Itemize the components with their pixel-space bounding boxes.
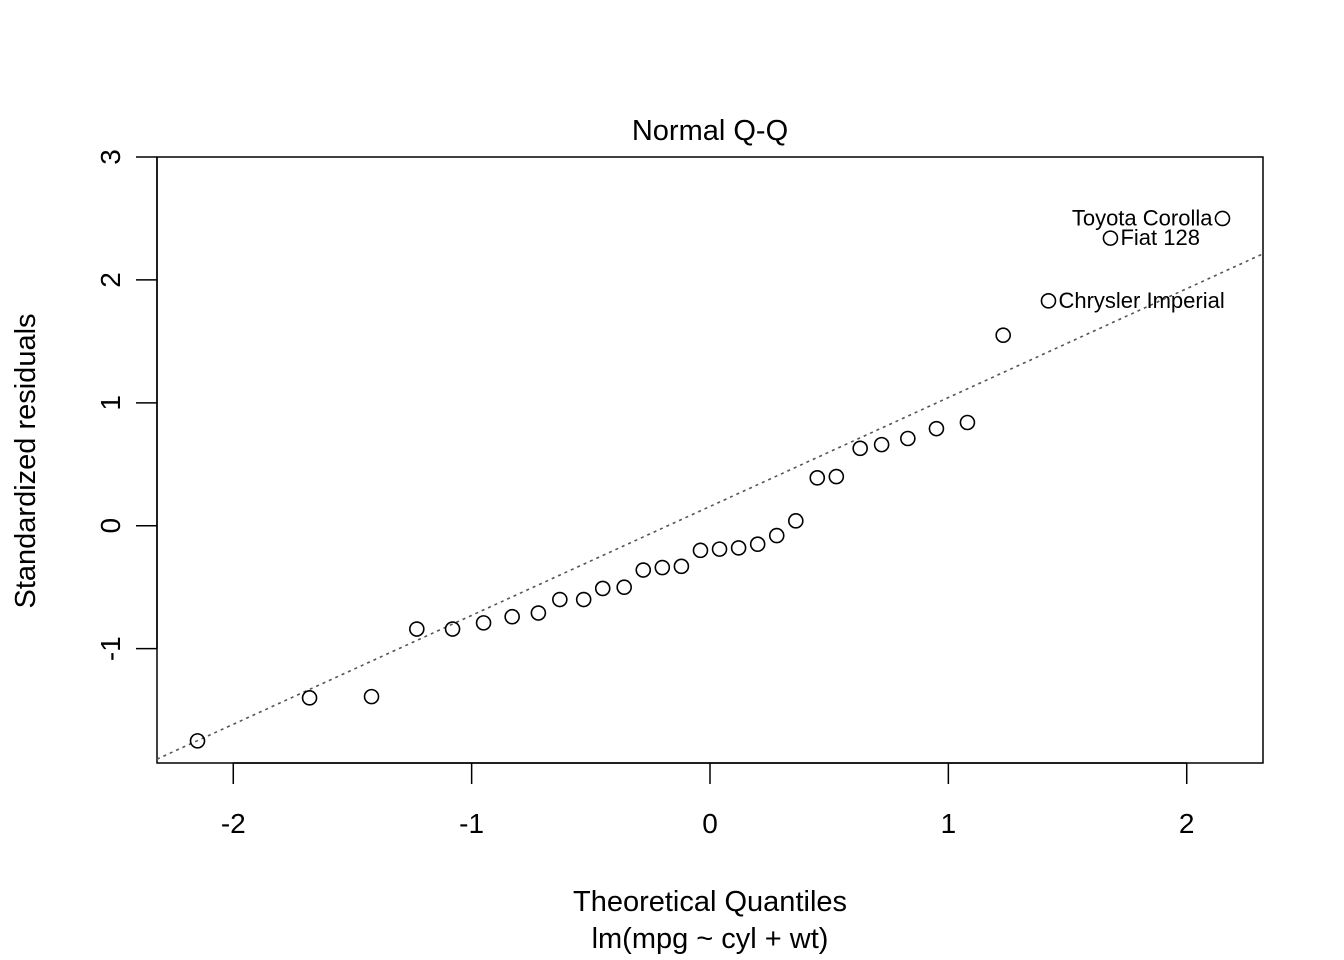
y-tick-label: 1 [95, 395, 126, 411]
y-tick-label: -1 [95, 636, 126, 661]
data-point [959, 414, 976, 431]
point-label: Chrysler Imperial [1058, 288, 1224, 313]
data-point [809, 470, 826, 486]
x-tick-label: -2 [221, 808, 246, 839]
data-point [900, 430, 916, 447]
point-label: Fiat 128 [1120, 225, 1200, 250]
data-point [873, 436, 890, 453]
data-point [616, 579, 632, 596]
reference-line [156, 253, 1264, 760]
x-tick-label: 0 [702, 808, 718, 839]
x-tick-label: 2 [1179, 808, 1195, 839]
y-axis-label: Standardized residuals [10, 313, 42, 608]
data-point [852, 440, 868, 457]
y-tick-label: 2 [95, 272, 126, 288]
chart-subtitle: lm(mpg ~ cyl + wt) [592, 923, 829, 955]
data-point [1040, 293, 1057, 309]
y-axis: -1 0 1 2 3 [95, 149, 158, 661]
data-point [1214, 210, 1231, 227]
data-point [673, 558, 690, 575]
x-axis-label: Theoretical Quantiles [573, 886, 847, 918]
points-group [189, 210, 1231, 749]
data-point [552, 591, 568, 608]
data-point [730, 540, 747, 556]
data-point [1102, 230, 1119, 246]
data-point [995, 327, 1011, 344]
data-point [635, 562, 652, 578]
data-point [504, 608, 520, 625]
data-point [189, 733, 206, 749]
data-point [692, 542, 709, 559]
plot-frame [156, 156, 1264, 764]
data-point [749, 536, 766, 553]
chart-title: Normal Q-Q [632, 115, 788, 147]
data-point [530, 605, 547, 621]
data-point [788, 513, 804, 529]
data-point [654, 559, 671, 576]
y-tick-label: 0 [95, 518, 126, 534]
y-tick-label: 3 [95, 149, 126, 165]
data-point [928, 420, 945, 437]
data-point [409, 621, 425, 637]
reference-line-group [156, 253, 1264, 760]
data-point [444, 621, 461, 637]
data-point [363, 688, 380, 705]
data-point [594, 580, 611, 597]
data-point [711, 541, 728, 557]
data-point [475, 615, 492, 631]
x-tick-label: 1 [941, 808, 957, 839]
data-point [575, 591, 592, 608]
data-point [768, 527, 785, 544]
data-point [301, 690, 318, 706]
point-label: Toyota Corolla [1072, 205, 1213, 230]
x-tick-label: -1 [459, 808, 484, 839]
x-axis: -2 -1 0 1 2 [221, 762, 1195, 839]
data-point [828, 468, 845, 485]
